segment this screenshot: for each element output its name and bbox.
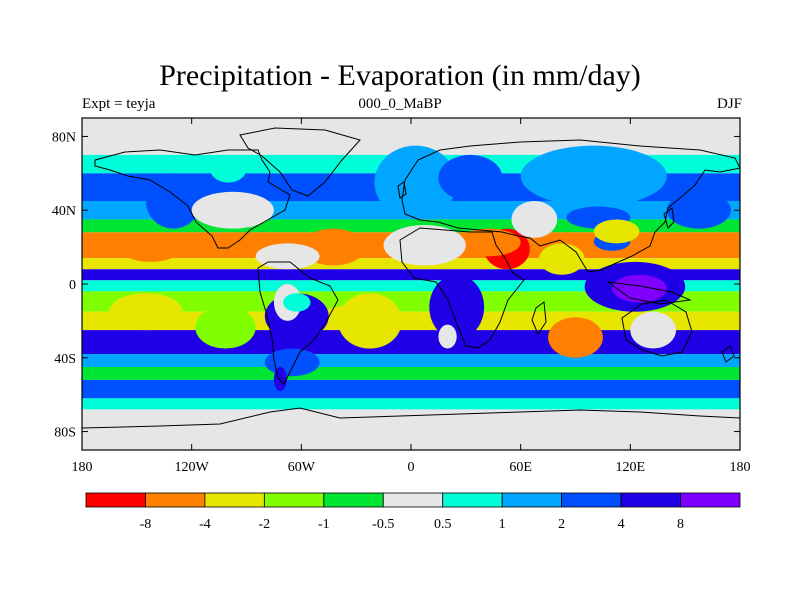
x-tick-label-2: 60W bbox=[288, 460, 316, 475]
pe-region-21 bbox=[456, 228, 521, 257]
season-label: DJF bbox=[716, 96, 742, 112]
coastlines bbox=[82, 127, 740, 429]
colorbar-box-0 bbox=[85, 492, 146, 508]
colorbar-label-7: 2 bbox=[558, 517, 565, 532]
pe-region-13 bbox=[255, 243, 320, 270]
y-tick-label-2: 0 bbox=[69, 278, 76, 293]
coastline-eurasia bbox=[401, 139, 740, 273]
colorbar-box-7 bbox=[501, 492, 563, 508]
pe-region-22 bbox=[383, 224, 466, 266]
colorbar-label-3: -1 bbox=[318, 517, 330, 532]
x-tick-label-6: 180 bbox=[730, 460, 751, 475]
colorbar-box-8 bbox=[561, 492, 622, 508]
coastline-japan bbox=[663, 207, 675, 229]
coastline-antarctica bbox=[82, 407, 740, 429]
coastline-south-america bbox=[257, 261, 339, 385]
colorbar: -8 -4 -2 -1 -0.5 0.5 1 2 4 8 bbox=[85, 492, 741, 532]
y-tick-label-3: 40S bbox=[54, 352, 76, 367]
pe-region-12 bbox=[612, 274, 667, 303]
pe-region-24 bbox=[191, 191, 274, 229]
period-label: 000_0_MaBP bbox=[358, 96, 442, 112]
pe-region-23 bbox=[511, 201, 558, 238]
pe-region-1 bbox=[195, 306, 256, 349]
coastline-north-america bbox=[94, 149, 291, 249]
pe-band-12 bbox=[82, 354, 740, 367]
colorbar-box-3 bbox=[263, 492, 325, 508]
pe-band-15 bbox=[82, 398, 740, 410]
pe-region-8 bbox=[145, 173, 201, 229]
experiment-label: Expt = teyja bbox=[82, 96, 156, 112]
x-tick-label-3: 0 bbox=[408, 460, 415, 475]
colorbar-label-0: -8 bbox=[140, 517, 152, 532]
colorbar-label-5: 0.5 bbox=[434, 517, 452, 532]
pe-band-14 bbox=[82, 379, 740, 399]
pe-band-13 bbox=[82, 367, 740, 380]
x-tick-label-4: 60E bbox=[509, 460, 532, 475]
pe-region-17 bbox=[429, 274, 485, 340]
x-tick-label-5: 120E bbox=[616, 460, 646, 475]
pe-region-3 bbox=[548, 317, 603, 358]
coastline-british-isles bbox=[397, 181, 407, 199]
colorbar-box-6 bbox=[442, 492, 503, 508]
coastline-new-zealand bbox=[721, 345, 735, 363]
colorbar-box-2 bbox=[204, 492, 265, 508]
map-axes: 180 120W 60W 0 60E 120E 180 80N 40N 0 40S 80S bbox=[52, 118, 751, 475]
pe-region-26 bbox=[520, 145, 667, 207]
pe-region-32 bbox=[283, 293, 311, 312]
y-tick-label-1: 40N bbox=[52, 204, 76, 219]
y-tick-label-0: 80N bbox=[52, 130, 76, 145]
pe-band-9 bbox=[82, 291, 740, 312]
colorbar-box-9 bbox=[620, 492, 681, 508]
colorbar-box-5 bbox=[382, 492, 444, 508]
coastline-indonesia bbox=[607, 281, 692, 305]
pe-region-16 bbox=[273, 367, 287, 391]
colorbar-label-9: 8 bbox=[677, 517, 684, 532]
pe-band-16 bbox=[82, 409, 740, 450]
pe-region-6 bbox=[319, 306, 375, 331]
x-tick-label-1: 120W bbox=[175, 460, 210, 475]
pe-field bbox=[82, 118, 740, 450]
y-tick-label-4: 80S bbox=[54, 426, 76, 441]
coastline-madagascar bbox=[531, 301, 547, 336]
pe-band-8 bbox=[82, 280, 740, 292]
colorbar-box-4 bbox=[323, 492, 384, 508]
colorbar-box-10 bbox=[680, 492, 741, 508]
pe-region-29 bbox=[538, 243, 585, 275]
pe-region-19 bbox=[630, 311, 677, 349]
pe-region-7 bbox=[374, 145, 457, 220]
pe-region-4 bbox=[118, 232, 183, 262]
coastline-greenland bbox=[239, 127, 361, 197]
coastline-africa bbox=[399, 227, 525, 349]
colorbar-label-6: 1 bbox=[499, 517, 506, 532]
colorbar-label-1: -4 bbox=[199, 517, 211, 532]
pe-region-25 bbox=[209, 154, 247, 183]
colorbar-label-2: -2 bbox=[259, 517, 271, 532]
plot-title: Precipitation - Evaporation (in mm/day) bbox=[159, 59, 641, 92]
pe-region-9 bbox=[666, 191, 731, 229]
pe-region-30 bbox=[593, 219, 640, 244]
colorbar-label-4: -0.5 bbox=[372, 517, 394, 532]
pe-region-10 bbox=[438, 154, 503, 201]
coastline-australia bbox=[621, 299, 693, 357]
colorbar-box-1 bbox=[145, 492, 206, 508]
pe-region-0 bbox=[109, 293, 183, 331]
x-tick-label-0: 180 bbox=[72, 460, 93, 475]
pe-region-18 bbox=[438, 324, 457, 349]
colorbar-label-8: 4 bbox=[618, 517, 625, 532]
